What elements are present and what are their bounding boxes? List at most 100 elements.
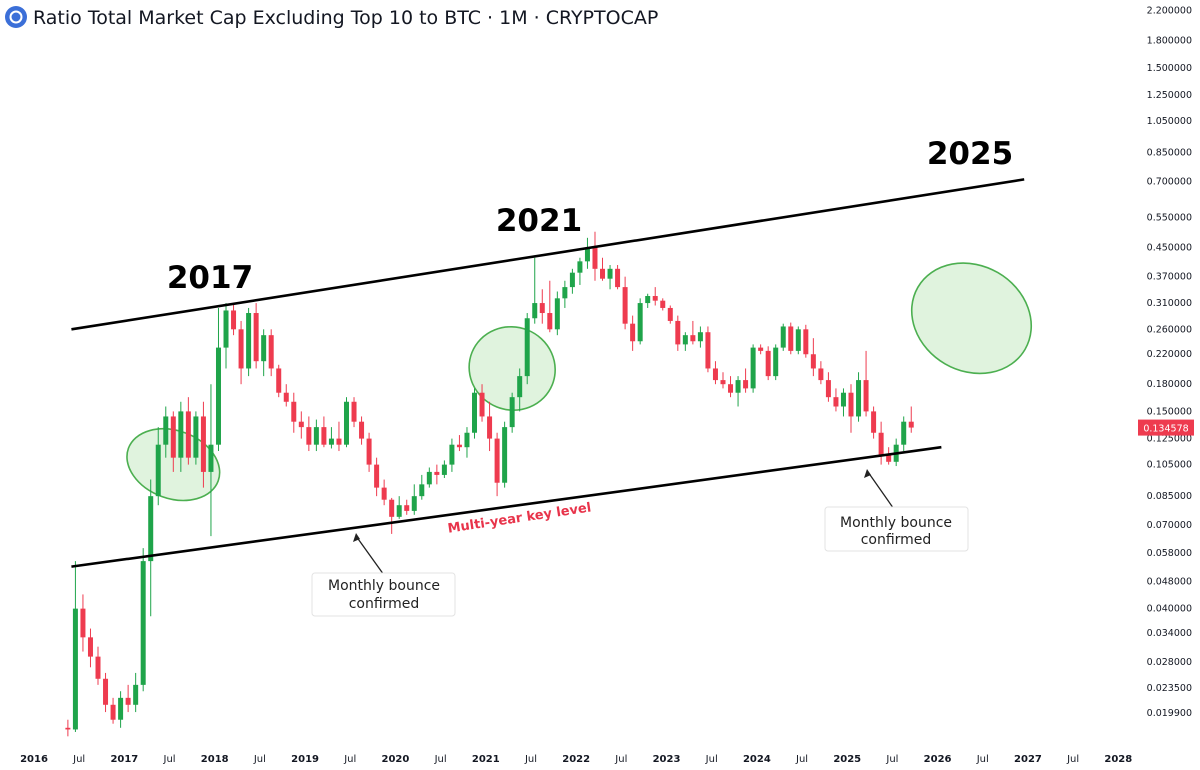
bounce-box-right-line1: Monthly bounce <box>840 515 952 531</box>
x-tick-label: 2016 <box>20 754 48 765</box>
candle-body <box>494 438 500 483</box>
candle-body <box>660 300 666 308</box>
candle-body <box>103 678 109 705</box>
candle-body <box>652 296 658 301</box>
y-tick-label: 0.260000 <box>1147 324 1192 335</box>
x-tick-label: Jul <box>614 754 627 765</box>
candle-body <box>645 296 651 304</box>
y-tick-label: 0.058000 <box>1147 548 1192 559</box>
y-tick-label: 0.048000 <box>1147 576 1192 587</box>
chart-header: Ratio Total Market Cap Excluding Top 10 … <box>5 6 658 29</box>
candle-body <box>215 347 221 445</box>
candle-body <box>765 350 771 377</box>
candle-body <box>396 505 402 517</box>
candle-body <box>502 427 508 483</box>
trendline-lower <box>71 445 942 568</box>
candle-body <box>404 505 410 511</box>
y-tick-label: 1.250000 <box>1147 90 1192 101</box>
candle-body <box>547 313 553 330</box>
candle-body <box>65 727 71 730</box>
y-tick-label: 1.050000 <box>1147 116 1192 127</box>
y-tick-label: 0.028000 <box>1147 657 1192 668</box>
candle-body <box>773 347 779 377</box>
x-tick-label: Jul <box>524 754 537 765</box>
label-2021: 2021 <box>496 203 582 239</box>
x-tick-label: 2027 <box>1014 754 1042 765</box>
candle-body <box>208 444 214 472</box>
candle-body <box>592 247 598 269</box>
candle-body <box>524 318 530 377</box>
candle-body <box>87 637 93 657</box>
candle-body <box>901 421 907 445</box>
candle-body <box>871 411 877 433</box>
x-tick-label: 2023 <box>653 754 681 765</box>
candle-body <box>155 444 161 497</box>
candle-body <box>193 416 199 458</box>
candle-body <box>253 313 259 362</box>
candle-body <box>532 303 538 319</box>
candle-body <box>569 272 575 288</box>
candle-body <box>313 427 319 445</box>
candle-body <box>381 487 387 500</box>
x-tick-label: 2028 <box>1104 754 1132 765</box>
highlight-ellipses <box>126 262 1033 502</box>
y-tick-label: 1.800000 <box>1147 36 1192 47</box>
candle-body <box>419 484 425 497</box>
candle-body <box>298 421 304 428</box>
x-tick-label: Jul <box>434 754 447 765</box>
y-tick-label: 2.200000 <box>1147 6 1192 17</box>
candle-body <box>261 335 267 362</box>
candle-body <box>118 697 124 720</box>
candle-body <box>374 464 380 488</box>
last-price-label: 0.134578 <box>1143 424 1188 435</box>
candle-body <box>630 323 636 342</box>
candle-body <box>863 380 869 412</box>
candle-body <box>690 335 696 342</box>
candle-body <box>487 416 493 439</box>
x-tick-label: Jul <box>343 754 356 765</box>
y-tick-label: 0.125000 <box>1147 434 1192 445</box>
bounce-arrow-left <box>355 535 385 576</box>
candle-body <box>667 307 673 321</box>
candle-body <box>291 401 297 422</box>
candle-body <box>238 329 244 369</box>
candle-body <box>577 261 583 273</box>
candle-body <box>810 354 816 369</box>
candle-body <box>833 397 839 407</box>
chart-title: Ratio Total Market Cap Excluding Top 10 … <box>33 7 658 29</box>
y-axis[interactable]: 2.200000 1.800000 1.500000 1.250000 1.050000… <box>1138 6 1194 719</box>
candle-body <box>306 427 312 445</box>
candle-body <box>276 368 282 393</box>
candle-body <box>140 561 146 685</box>
x-axis[interactable]: 2016 Jul 2017 Jul 2018 Jul 2019 Jul 2020 Jul 2021 J… <box>20 754 1132 765</box>
candle-body <box>200 416 206 472</box>
y-tick-label: 0.023500 <box>1147 683 1192 694</box>
y-tick-label: 0.019900 <box>1147 708 1192 719</box>
candle-body <box>389 499 395 517</box>
candle-body <box>125 697 131 705</box>
candle-body <box>509 397 515 428</box>
candle-body <box>366 438 372 465</box>
candle-body <box>479 392 485 417</box>
candle-body <box>840 392 846 407</box>
bounce-box-right: Monthly bounce confirmed <box>824 506 969 552</box>
candle-body <box>268 335 274 369</box>
candle-body <box>848 392 854 417</box>
y-tick-label: 0.450000 <box>1147 242 1192 253</box>
candle-body <box>283 392 289 402</box>
x-tick-label: Jul <box>1066 754 1079 765</box>
y-tick-label: 0.550000 <box>1147 213 1192 224</box>
candle-body <box>449 444 455 465</box>
candle-body <box>712 368 718 381</box>
y-tick-label: 0.040000 <box>1147 604 1192 615</box>
candle-body <box>163 416 169 445</box>
candles <box>65 231 914 737</box>
candle-body <box>246 313 252 369</box>
candle-body <box>472 392 478 433</box>
candle-body <box>562 287 568 299</box>
x-tick-label: Jul <box>163 754 176 765</box>
logo-inner <box>9 10 23 24</box>
x-tick-label: 2026 <box>924 754 952 765</box>
